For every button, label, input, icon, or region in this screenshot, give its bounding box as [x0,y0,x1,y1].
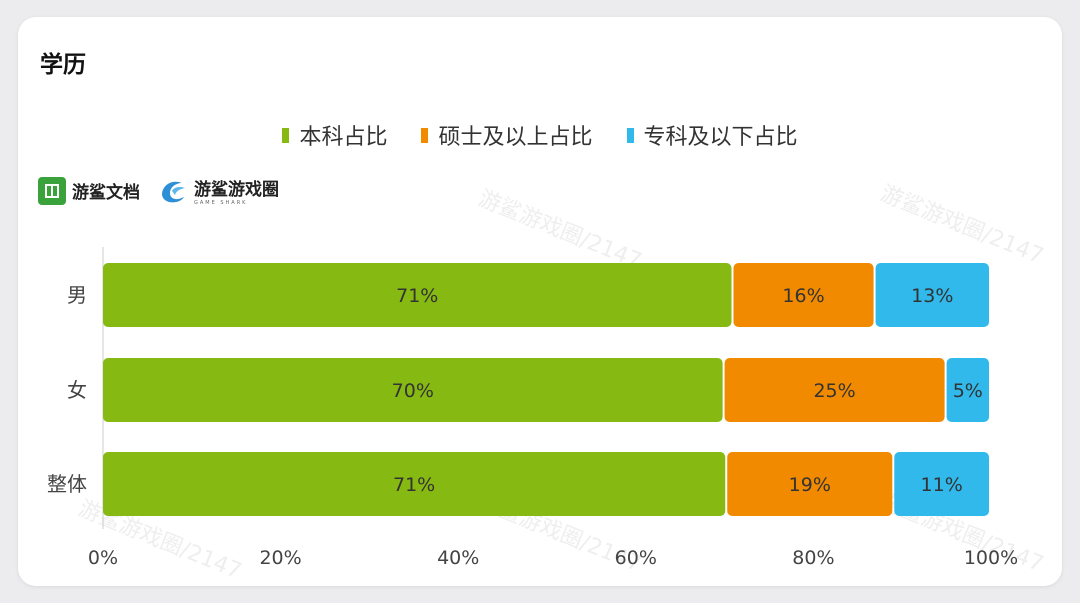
x-tick-label: 0% [88,547,118,569]
category-label: 女 [67,378,87,402]
brand-logo-subtext: GAME SHARK [194,200,248,206]
legend-swatch-college [626,127,634,143]
bar-value-label: 71% [396,285,438,307]
category-label: 男 [67,283,87,307]
bar-value-label: 16% [782,285,824,307]
bar-segment [894,452,989,516]
brand-logo: 游鲨游戏圈 GAME SHARK [158,175,279,206]
legend-item-college[interactable]: 专科及以下占比 [626,119,798,151]
doc-logo-text: 游鲨文档 [72,183,140,203]
chart-card: 学历 本科占比 硕士及以上占比 专科及以下占比 游鲨文档 游鲨游戏圈 GA [18,17,1062,586]
category-label: 整体 [47,472,87,496]
doc-logo-icon [38,176,66,205]
legend-swatch-bachelor [282,127,290,143]
legend-swatch-master [421,127,429,143]
x-tick-label: 20% [259,547,301,569]
legend-label-college: 专科及以下占比 [643,125,798,150]
chart-legend: 本科占比 硕士及以上占比 专科及以下占比 [18,119,1062,151]
bar-segment [724,358,945,422]
legend-item-master[interactable]: 硕士及以上占比 [421,119,593,151]
bar-value-label: 13% [911,285,953,307]
logo-row: 游鲨文档 游鲨游戏圈 GAME SHARK [38,175,279,206]
legend-label-master: 硕士及以上占比 [438,125,593,150]
doc-logo: 游鲨文档 [38,176,140,205]
bar-value-label: 70% [392,380,434,402]
bar-segment [875,263,989,327]
x-tick-label: 100% [964,547,1018,569]
stacked-bar-chart: 男 71% 16% 13% 女 70% 25% 5% 整体 71% 19% 11% 0% 20% 40% 60… [47,247,1018,569]
bar-value-label: 19% [789,474,831,496]
x-tick-label: 60% [615,547,657,569]
bar-segment [103,263,732,327]
bar-segment [733,263,874,327]
legend-label-bachelor: 本科占比 [299,125,388,150]
bar-value-label: 71% [393,474,435,496]
bar-segment [103,452,726,516]
legend-item-bachelor[interactable]: 本科占比 [282,119,387,151]
bar-segment [946,358,989,422]
card-title: 学历 [40,52,86,78]
brand-logo-text: 游鲨游戏圈 [194,180,279,200]
x-tick-label: 80% [792,547,834,569]
brand-logo-text-group: 游鲨游戏圈 GAME SHARK [194,175,279,206]
bar-value-label: 25% [813,380,855,402]
bar-segment [103,358,723,422]
bar-value-label: 11% [921,474,963,496]
bar-value-label: 5% [953,380,983,402]
wave-logo-icon [162,181,185,202]
x-tick-label: 40% [437,547,479,569]
bar-segment [727,452,893,516]
